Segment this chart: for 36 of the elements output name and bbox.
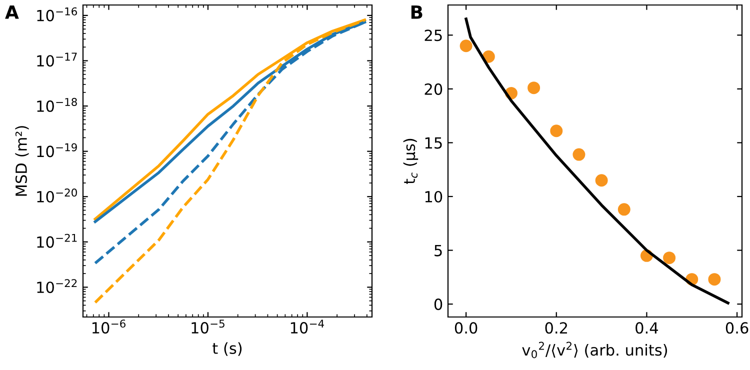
chart-title: A (5, 6, 19, 19)
x-tick-label: 0.4 (636, 322, 658, 334)
x-tick-label: 10$^{−6}$ (92, 320, 126, 334)
x-tick-label: 10$^{−5}$ (192, 320, 224, 334)
y-tick-label: 20 (424, 83, 442, 95)
x-tick-label: 10$^{−4}$ (290, 320, 324, 334)
y-tick-label: 10$^{−19}$ (37, 143, 77, 158)
y-tick-label: 5 (434, 244, 442, 256)
y-tick-label: 10$^{−16}$ (37, 7, 77, 22)
y-tick-label: 10$^{−21}$ (37, 234, 77, 248)
point (708, 273, 721, 286)
y-tick-label: 0 (434, 298, 442, 310)
y-axis-title: MSD (m²) (15, 126, 29, 196)
y-tick-label: 10$^{−18}$ (37, 98, 77, 112)
x-axis-title: v$_{0}$$^{2}$/⟨v$^{2}$⟩ (arb. units) (522, 342, 667, 358)
x-tick-label: 0.2 (545, 322, 568, 334)
y-tick-label: 10$^{−17}$ (37, 52, 77, 67)
y-tick-label: 10$^{−20}$ (37, 188, 77, 203)
point (663, 252, 676, 264)
x-tick-label: 0.6 (726, 322, 748, 334)
y-axis-title: t$_{c}$ (μs) (403, 138, 418, 184)
y-tick-label: 25 (424, 30, 442, 42)
chart-title: B (411, 6, 422, 19)
point (460, 40, 472, 52)
x-axis-title: t (s) (212, 342, 242, 356)
x-tick-label: 0.0 (454, 322, 478, 334)
point (618, 203, 630, 216)
point (482, 50, 495, 63)
point (595, 174, 608, 187)
y-tick-label: 15 (425, 137, 442, 149)
y-tick-label: 10 (425, 190, 442, 203)
y-tick-label: 10$^{−22}$ (37, 279, 77, 294)
point (550, 124, 563, 138)
point (572, 148, 586, 161)
line-series (464, 18, 730, 304)
point (528, 82, 540, 94)
